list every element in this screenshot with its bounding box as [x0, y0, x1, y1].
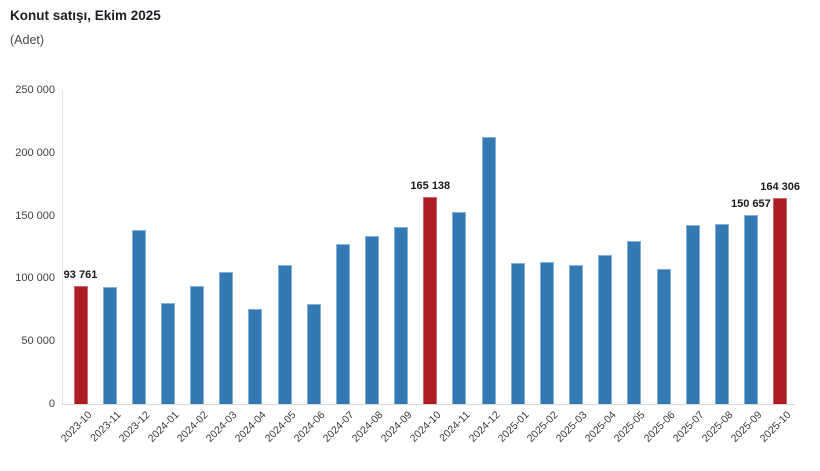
bar-2023-12[interactable] [131, 229, 146, 404]
bar-2024-06[interactable] [306, 304, 321, 404]
bar-2024-07[interactable] [335, 244, 350, 404]
bar-2025-06[interactable] [656, 268, 671, 404]
ytick-label-0: 0 [48, 398, 55, 410]
ytick-label-250000: 250 000 [15, 84, 55, 96]
value-label-2024-10: 165 138 [410, 179, 451, 192]
bar-2025-01[interactable] [510, 263, 525, 404]
bar-2024-12[interactable] [481, 136, 496, 404]
ytick-label-100000: 100 000 [15, 272, 55, 285]
bar-2025-08[interactable] [714, 224, 729, 404]
bar-2024-03[interactable] [219, 271, 234, 404]
bar-2023-11[interactable] [102, 286, 117, 404]
bar-2023-10[interactable] [73, 286, 88, 404]
value-label-2025-09: 150 657 [731, 197, 771, 210]
ytick-label-150000: 150 000 [15, 209, 55, 222]
x-axis-line [62, 404, 795, 405]
bar-2025-05[interactable] [627, 240, 642, 404]
chart-title: Konut satışı, Ekim 2025 [10, 8, 161, 23]
bar-2025-03[interactable] [569, 264, 583, 404]
bar-2024-05[interactable] [277, 265, 292, 404]
bar-2024-02[interactable] [190, 286, 205, 404]
bar-2025-10[interactable] [773, 197, 788, 404]
ytick-label-200000: 200 000 [15, 146, 55, 159]
bar-2025-02[interactable] [539, 262, 554, 404]
bar-2024-10[interactable] [423, 196, 438, 404]
bar-2024-08[interactable] [365, 235, 379, 404]
chart-subtitle: (Adet) [10, 33, 45, 47]
bar-2024-04[interactable] [248, 309, 263, 404]
bar-2025-09[interactable] [743, 214, 758, 404]
value-label-2025-10: 164 306 [760, 180, 800, 193]
value-label-2023-10: 93 761 [63, 269, 98, 282]
bar-2025-04[interactable] [598, 255, 613, 404]
bar-2024-01[interactable] [160, 303, 175, 404]
y-axis-line [62, 90, 63, 404]
bar-2025-07[interactable] [685, 224, 700, 404]
ytick-label-50000: 50 000 [21, 335, 55, 348]
bar-2024-09[interactable] [394, 227, 409, 404]
bar-2024-11[interactable] [452, 211, 467, 404]
